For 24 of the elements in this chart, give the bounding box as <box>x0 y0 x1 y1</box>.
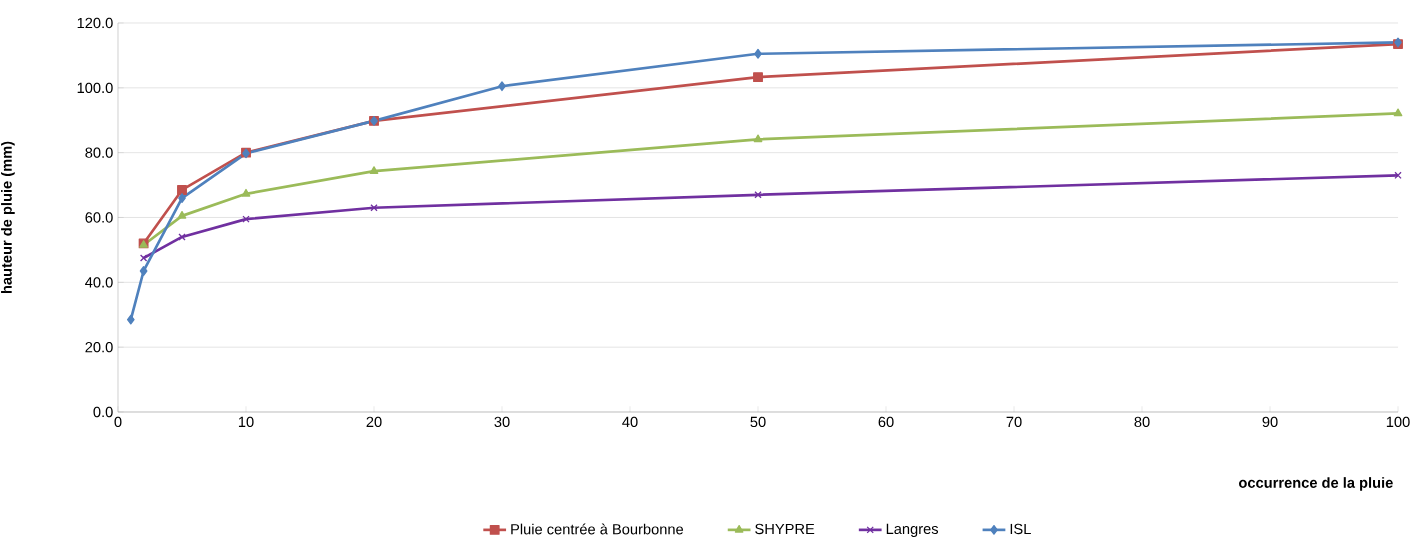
y-tick-label: 40.0 <box>85 277 113 288</box>
x-tick-label: 50 <box>750 416 766 428</box>
legend-label: SHYPRE <box>755 523 815 535</box>
legend-label: Langres <box>886 523 939 537</box>
x-tick-label: 70 <box>1006 416 1022 428</box>
legend-label: ISL <box>1010 523 1031 535</box>
x-tick-label: 0 <box>114 416 122 428</box>
x-tick-label: 80 <box>1134 416 1150 428</box>
x-tick-label: 90 <box>1262 416 1278 428</box>
x-tick-label: 100 <box>1386 416 1410 428</box>
y-tick-label: 60.0 <box>85 212 113 223</box>
y-tick-label: 80.0 <box>85 147 113 158</box>
y-tick-label: 120.0 <box>77 17 113 29</box>
x-tick-label: 40 <box>622 416 638 428</box>
x-tick-label: 30 <box>494 416 510 428</box>
x-tick-label: 60 <box>878 416 894 428</box>
y-tick-label: 0.0 <box>93 406 113 418</box>
x-tick-label: 10 <box>238 416 254 428</box>
y-tick-label: 20.0 <box>85 341 113 353</box>
x-axis-title: occurrence de la pluie <box>1239 477 1393 491</box>
x-tick-label: 20 <box>366 416 382 428</box>
y-tick-label: 100.0 <box>77 82 113 94</box>
y-axis-title: hauteur de pluie (mm) <box>1 141 15 294</box>
legend-label: Pluie centrée à Bourbonne <box>511 523 684 535</box>
